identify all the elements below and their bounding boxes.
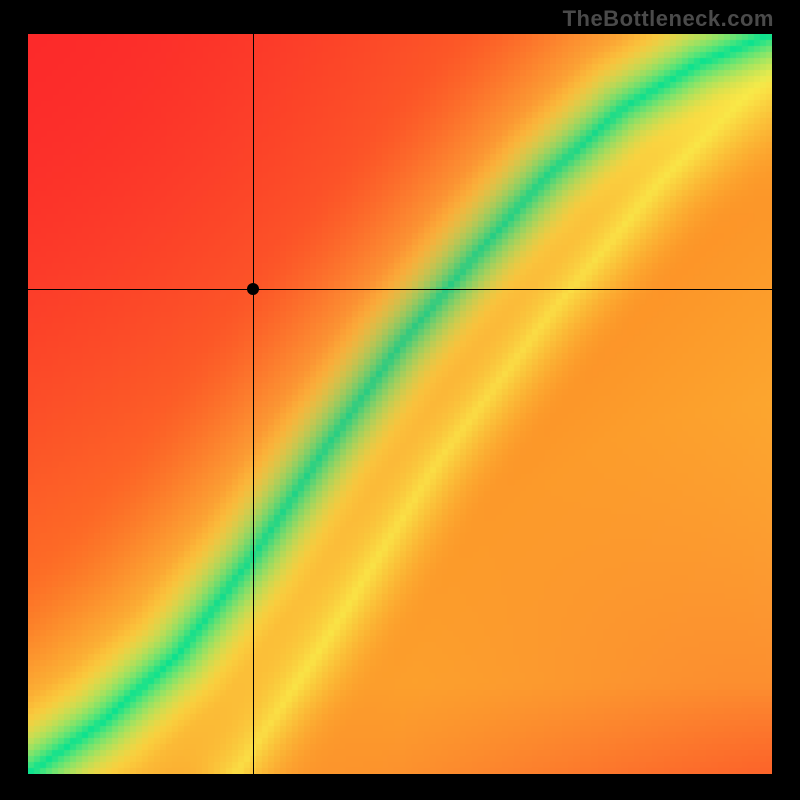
crosshair-vertical	[253, 34, 254, 774]
watermark-text: TheBottleneck.com	[563, 6, 774, 32]
marker-dot	[247, 283, 259, 295]
crosshair-horizontal	[28, 289, 772, 290]
heatmap-canvas	[28, 34, 772, 774]
heatmap-plot	[28, 34, 772, 774]
